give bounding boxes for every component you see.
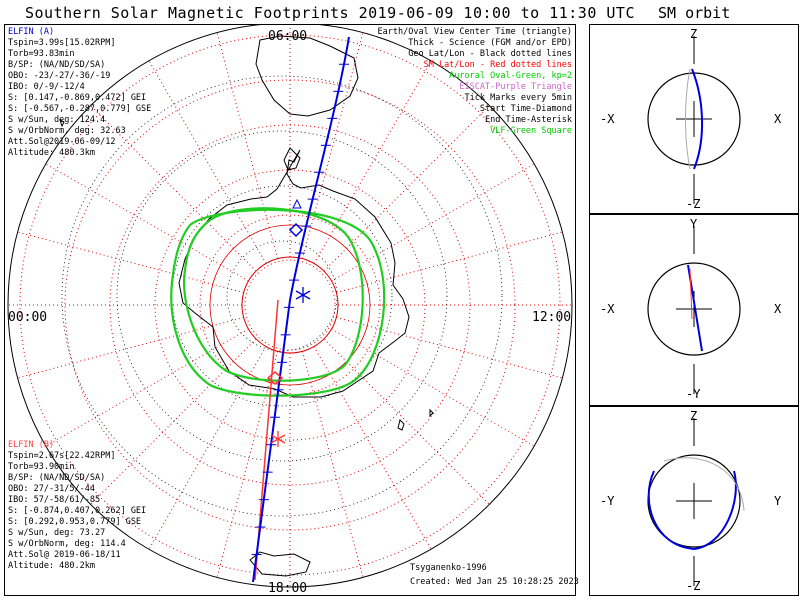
elfin-a-tick-marks xyxy=(251,63,349,556)
elfin-b-line: S w/Sun, deg: 73.27 xyxy=(8,528,106,538)
sm-longitude-lines xyxy=(8,25,572,587)
orbit-panel-xy xyxy=(589,214,799,406)
legend-item: Geo Lat/Lon - Black dotted lines xyxy=(408,49,572,59)
elfin-b-line: OBO: 27/-31/5/-44 xyxy=(8,484,95,494)
elfin-a-line: S: [-0.567,-0.287,0.779] GSE xyxy=(8,104,152,114)
elfin-a-start-diamond xyxy=(288,222,304,238)
orbit-panel-plot: Y -Y -X X xyxy=(600,217,782,401)
legend-item: Start Time-Diamond xyxy=(479,104,572,114)
elfin-b-line: S w/OrbNorm, deg: 114.4 xyxy=(8,539,126,549)
auroral-oval-inner xyxy=(183,207,364,382)
map-boundary xyxy=(7,25,573,588)
orbit-axis-label: X xyxy=(774,112,782,126)
legend-item: Tick Marks every 5min xyxy=(464,93,572,103)
footprint-map-frame xyxy=(4,24,576,596)
orbit-track xyxy=(691,68,704,170)
legend: Earth/Oval View Center Time (triangle) Th… xyxy=(378,27,572,137)
elfin-a-end-asterisk xyxy=(295,287,311,303)
auroral-oval-outer xyxy=(170,208,386,397)
orbit-axis-label: -Z xyxy=(686,197,700,211)
elfin-b-end-asterisk xyxy=(270,431,286,447)
orbit-axis-label: -Y xyxy=(686,387,701,401)
orbit-panel-plot: Z -Z -X X xyxy=(600,27,782,211)
elfin-b-line: S: [0.292,0.953,0.779] GSE xyxy=(8,517,142,527)
elfin-a-line: Altitude: 480.3km xyxy=(8,148,95,158)
orbit-axis-label: -X xyxy=(600,302,615,316)
elfin-a-line: OBO: -23/-27/-36/-19 xyxy=(8,71,111,81)
elfin-b-line: IBO: 57/-58/61/-85 xyxy=(8,495,101,505)
created-timestamp: Created: Wed Jan 25 10:28:25 2023 xyxy=(410,577,579,587)
elfin-a-line: Torb=93.83min xyxy=(8,49,75,59)
orbit-title: SM orbit xyxy=(658,4,731,22)
model-credit: Tsyganenko-1996 xyxy=(410,563,487,573)
mlt-label-left: 00:00 xyxy=(8,310,47,325)
sm-inner-circle-2 xyxy=(209,224,371,386)
orbit-panel-xz xyxy=(589,24,799,214)
orbit-track xyxy=(689,268,693,320)
elfin-b-info: ELFIN (B) Tspin=2.67s[22.42RPM] Torb=93.9… xyxy=(8,440,146,571)
elfin-b-line: Att.Sol@ 2019-06-18/11 xyxy=(8,550,121,560)
elfin-b-name: ELFIN (B) xyxy=(8,440,55,450)
orbit-axis-label: Z xyxy=(690,27,697,41)
elfin-a-line: Att.Sol@2019-06-09/12 xyxy=(8,137,116,147)
orbit-track xyxy=(685,68,691,170)
legend-item: Thick - Science (FGM and/or EPD) xyxy=(408,38,572,48)
orbit-axis-label: Z xyxy=(690,409,697,423)
orbit-axis-label: Y xyxy=(690,217,698,231)
elfin-a-line: B/SP: (NA/ND/SD/SA) xyxy=(8,60,106,70)
orbit-axis-label: Y xyxy=(774,494,782,508)
elfin-a-info: ELFIN (A) Tspin=3.99s[15.02RPM] Torb=93.8… xyxy=(8,27,151,158)
elfin-a-line: S w/Sun, deg: 124.4 xyxy=(8,115,106,125)
orbit-axis-label: -Z xyxy=(686,579,700,593)
page-title: Southern Solar Magnetic Footprints 2019-… xyxy=(25,4,635,22)
legend-item: End Time-Asterisk xyxy=(485,115,572,125)
orbit-track xyxy=(647,470,737,551)
elfin-a-line: S w/OrbNorm, deg: 32.63 xyxy=(8,126,126,136)
orbit-panel-plot: Z -Z -Y Y xyxy=(600,409,782,593)
legend-item: SM Lat/Lon - Red dotted lines xyxy=(423,60,572,70)
elfin-a-line: Tspin=3.99s[15.02RPM] xyxy=(8,38,116,48)
view-center-triangle xyxy=(292,198,302,209)
elfin-a-line: IBO: 0/-9/-12/4 xyxy=(8,82,85,92)
elfin-b-line: S: [-0.874,0.407,0.262] GEI xyxy=(8,506,147,516)
elfin-b-line: Torb=93.90min xyxy=(8,462,75,472)
elfin-a-track xyxy=(252,36,350,583)
orbit-axis-label: -Y xyxy=(600,494,615,508)
elfin-b-line: Altitude: 480.2km xyxy=(8,561,95,571)
legend-item: EISCAT-Purple Triangle xyxy=(459,82,572,92)
elfin-b-line: Tspin=2.67s[22.42RPM] xyxy=(8,451,116,461)
orbit-axis-label: -X xyxy=(600,112,615,126)
mlt-label-right: 12:00 xyxy=(532,310,571,325)
orbit-axis-label: X xyxy=(774,302,782,316)
mlt-label-top: 06:00 xyxy=(268,29,307,44)
orbit-track xyxy=(663,457,745,512)
elfin-b-line: B/SP: (NA/ND/SD/SA) xyxy=(8,473,106,483)
orbit-panel-yz xyxy=(589,406,799,596)
legend-item: Earth/Oval View Center Time (triangle) xyxy=(377,27,572,37)
legend-item: VLF-Green Square xyxy=(490,126,572,136)
elfin-a-line: S: [0.147,-0.869,0.472] GEI xyxy=(8,93,147,103)
sm-inner-circle xyxy=(241,256,339,354)
legend-item: Auroral Oval-Green, kp=2 xyxy=(449,71,572,81)
elfin-b-start-diamond xyxy=(266,371,284,385)
elfin-a-name: ELFIN (A) xyxy=(8,27,55,37)
mlt-label-bottom: 18:00 xyxy=(268,581,307,596)
earth-circle xyxy=(647,262,741,356)
